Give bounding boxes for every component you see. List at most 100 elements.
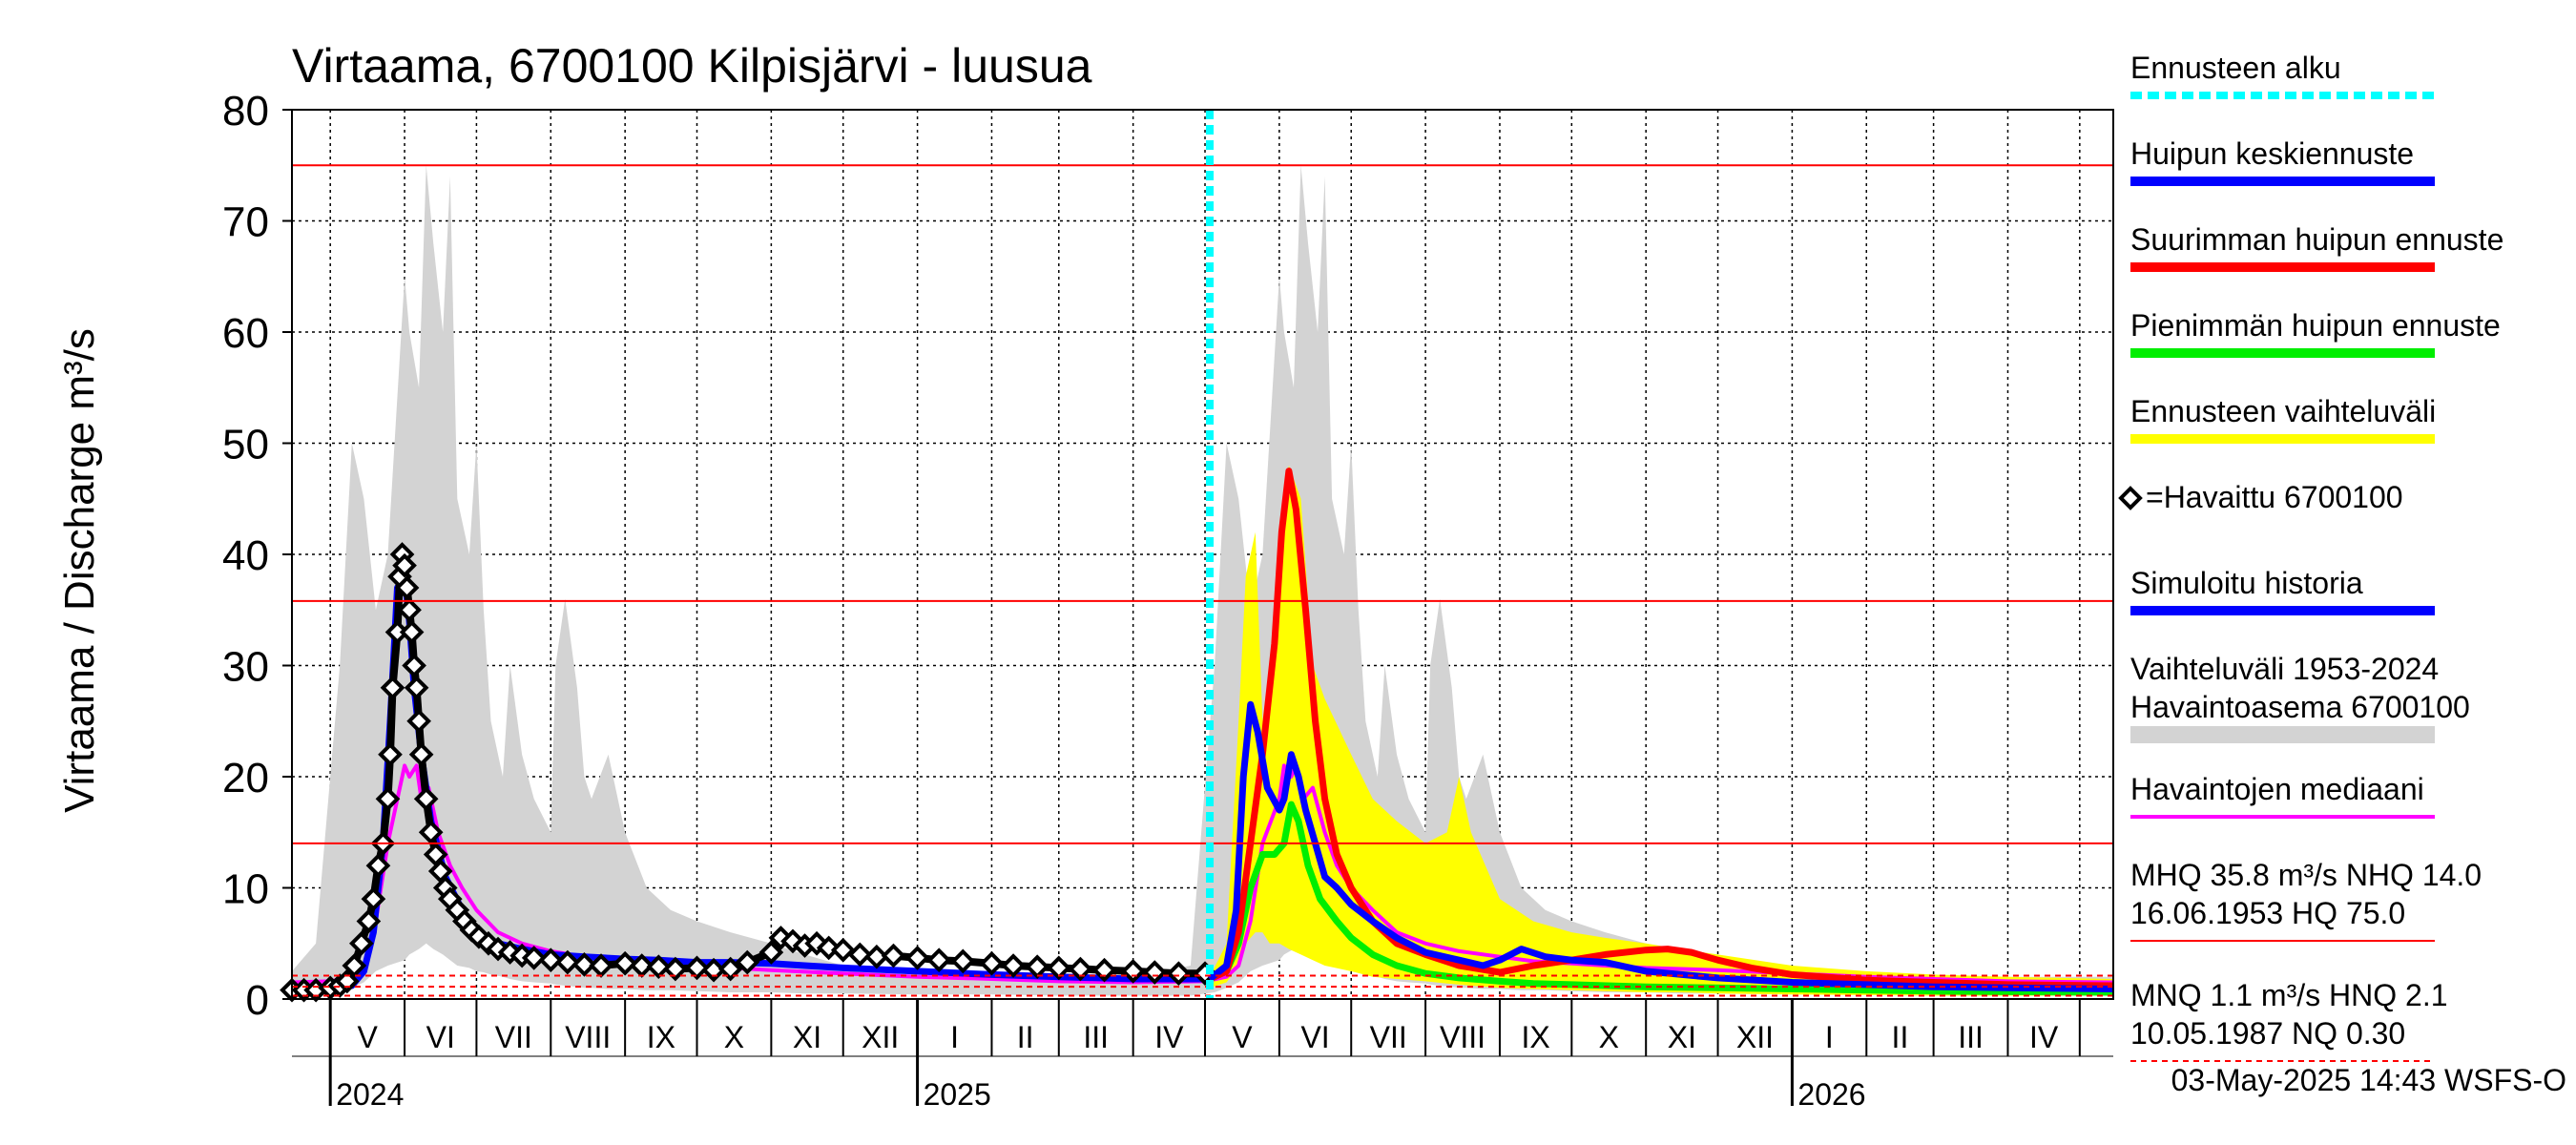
y-tick-label: 70 xyxy=(222,199,269,246)
legend-label: Pienimmän huipun ennuste xyxy=(2130,308,2501,343)
observed-point xyxy=(402,653,426,678)
line-fc_min xyxy=(1208,801,2114,996)
legend-label: MHQ 35.8 m³/s NHQ 14.0 xyxy=(2130,858,2482,892)
footer-timestamp: 03-May-2025 14:43 WSFS-O xyxy=(2171,1063,2566,1097)
legend-label: Havaintojen mediaani xyxy=(2130,772,2424,806)
legend: Ennusteen alku Huipun keskiennuste Suurimm… xyxy=(2118,51,2503,1062)
observed-point xyxy=(418,820,444,845)
line-fc_max xyxy=(1208,468,2114,989)
month-label: II xyxy=(1017,1020,1034,1054)
legend-label-2: 16.06.1953 HQ 75.0 xyxy=(2130,896,2405,930)
legend-label: Ennusteen alku xyxy=(2130,51,2341,85)
observed-point xyxy=(365,853,391,879)
observed-point xyxy=(413,786,439,812)
observed-point xyxy=(864,944,889,969)
legend-label: Suurimman huipun ennuste xyxy=(2130,222,2503,257)
y-tick-label: 80 xyxy=(222,88,269,135)
y-tick-label: 20 xyxy=(222,755,269,802)
chart-title: Virtaama, 6700100 Kilpisjärvi - luusua xyxy=(292,39,1092,93)
observed-point xyxy=(847,942,873,968)
month-label: XI xyxy=(793,1020,821,1054)
observed-point xyxy=(375,786,401,812)
observed-point xyxy=(684,955,710,981)
observed-point xyxy=(392,552,417,578)
observed-point xyxy=(361,886,386,911)
observed-point xyxy=(663,956,688,982)
month-label: VIII xyxy=(565,1020,611,1054)
legend-marker-observed xyxy=(2118,486,2143,510)
observed-point xyxy=(334,968,360,994)
legend-label: =Havaittu 6700100 xyxy=(2146,480,2403,514)
legend-label: Huipun keskiennuste xyxy=(2130,136,2414,171)
observed-point xyxy=(1142,960,1168,985)
line-fc_mid xyxy=(1207,700,2114,992)
month-label: X xyxy=(1599,1020,1619,1054)
observed-point xyxy=(979,950,1005,976)
observed-point xyxy=(758,940,784,965)
year-label: 2026 xyxy=(1797,1077,1865,1112)
observed-point xyxy=(571,952,597,977)
month-label: III xyxy=(1083,1020,1109,1054)
month-label: VI xyxy=(1300,1020,1329,1054)
legend-label: MNQ 1.1 m³/s HNQ 2.1 xyxy=(2130,978,2448,1012)
year-label: 2025 xyxy=(924,1077,991,1112)
observed-point xyxy=(380,675,405,700)
y-tick-label: 50 xyxy=(222,422,269,468)
month-label: IX xyxy=(647,1020,675,1054)
month-label: I xyxy=(950,1020,959,1054)
legend-label: Ennusteen vaihteluväli xyxy=(2130,394,2436,428)
observed-point xyxy=(1001,953,1026,978)
month-label: III xyxy=(1958,1020,1984,1054)
month-label: VII xyxy=(495,1020,532,1054)
month-label: I xyxy=(1825,1020,1834,1054)
observed-point xyxy=(521,946,547,970)
observed-point xyxy=(1091,957,1117,983)
month-label: IV xyxy=(1154,1020,1184,1054)
observed-point xyxy=(1068,956,1093,982)
observed-point xyxy=(1120,959,1146,984)
legend-swatch xyxy=(2130,726,2435,743)
observed-point xyxy=(538,947,564,973)
legend-label: Simuloitu historia xyxy=(2130,566,2363,600)
month-label: XII xyxy=(1736,1020,1774,1054)
observed-point xyxy=(735,949,760,975)
observed-point xyxy=(356,908,382,934)
legend-label-2: 10.05.1987 NQ 0.30 xyxy=(2130,1016,2405,1051)
observed-point xyxy=(408,741,434,767)
month-label: IV xyxy=(2029,1020,2059,1054)
y-axis-label: Virtaama / Discharge m³/s xyxy=(56,328,103,813)
observed-point xyxy=(406,708,431,734)
legend-label-2: Havaintoasema 6700100 xyxy=(2130,690,2470,724)
month-label: VI xyxy=(426,1020,455,1054)
observed-point xyxy=(881,943,906,968)
month-label: VII xyxy=(1370,1020,1407,1054)
observed-point xyxy=(1166,961,1192,987)
year-label: 2024 xyxy=(336,1077,404,1112)
observed-point xyxy=(646,954,672,980)
observed-point xyxy=(613,950,637,976)
observed-point xyxy=(399,619,425,645)
y-tick-label: 10 xyxy=(222,866,269,913)
reference-lines xyxy=(292,164,2113,997)
month-label: V xyxy=(1232,1020,1253,1054)
observed-point xyxy=(378,741,403,767)
grid xyxy=(292,110,2113,999)
observed-point xyxy=(342,953,367,978)
month-label: IX xyxy=(1522,1020,1550,1054)
series-layer xyxy=(280,165,2114,1003)
observed-point xyxy=(394,575,420,600)
area-range_fc xyxy=(1210,465,2113,996)
y-tick-label: 60 xyxy=(222,310,269,357)
observed-point xyxy=(950,948,976,974)
legend-label: Vaihteluväli 1953-2024 xyxy=(2130,652,2439,686)
month-label: XI xyxy=(1668,1020,1696,1054)
observed-point xyxy=(1046,955,1071,981)
y-tick-label: 40 xyxy=(222,532,269,579)
month-label: V xyxy=(357,1020,378,1054)
observed-point xyxy=(717,956,743,982)
observed-point xyxy=(701,957,726,983)
month-label: VIII xyxy=(1440,1020,1485,1054)
area-range_hist xyxy=(292,165,2113,996)
